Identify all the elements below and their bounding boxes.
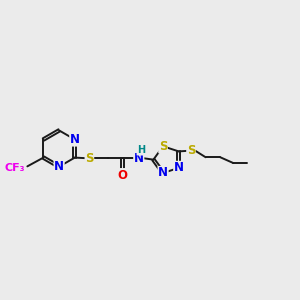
Text: H: H xyxy=(137,145,145,155)
Text: O: O xyxy=(118,169,128,182)
Text: CF₃: CF₃ xyxy=(5,163,25,173)
Text: N: N xyxy=(134,152,144,165)
Text: N: N xyxy=(174,161,184,174)
Text: S: S xyxy=(85,152,94,165)
Text: N: N xyxy=(70,133,80,146)
Text: S: S xyxy=(187,144,195,157)
Text: N: N xyxy=(54,160,64,173)
Text: S: S xyxy=(159,140,167,153)
Text: N: N xyxy=(158,167,168,179)
